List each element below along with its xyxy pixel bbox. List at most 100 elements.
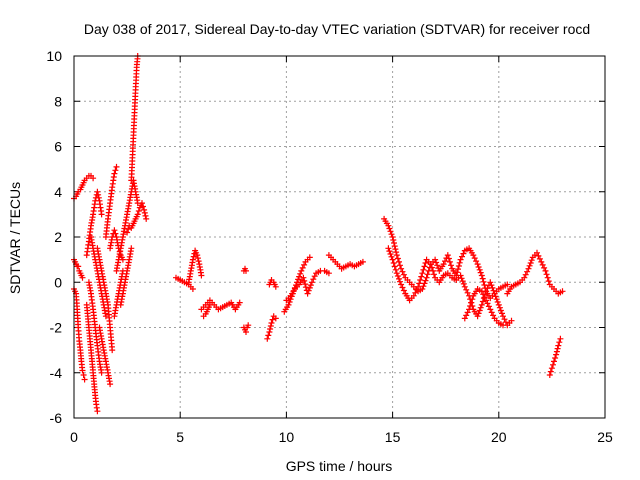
- data-point: [528, 257, 535, 264]
- data-series: [200, 301, 213, 320]
- data-point: [488, 309, 495, 316]
- data-point: [297, 270, 304, 277]
- data-point: [536, 255, 543, 262]
- data-point: [538, 258, 545, 265]
- data-point: [508, 317, 515, 324]
- data-point: [268, 320, 275, 326]
- data-point: [90, 175, 97, 182]
- data-points: [71, 53, 566, 415]
- data-point: [243, 267, 249, 274]
- data-point: [463, 312, 470, 319]
- data-point: [397, 278, 403, 285]
- data-point: [400, 287, 407, 294]
- data-point: [392, 246, 399, 253]
- data-point: [454, 269, 461, 276]
- data-series: [240, 322, 252, 335]
- data-point: [272, 283, 279, 290]
- data-point: [109, 347, 116, 354]
- data-point: [448, 262, 454, 269]
- data-series: [504, 249, 566, 297]
- data-point: [487, 279, 494, 286]
- data-point: [388, 253, 395, 260]
- data-point: [189, 256, 196, 263]
- data-point: [95, 194, 102, 201]
- data-point: [487, 306, 494, 313]
- data-point: [551, 358, 557, 365]
- data-point: [243, 329, 249, 335]
- data-point: [306, 254, 313, 261]
- data-point: [386, 225, 393, 232]
- data-series: [107, 227, 126, 263]
- data-point: [286, 299, 293, 305]
- data-point: [522, 271, 529, 278]
- data-point: [304, 290, 311, 297]
- data-point: [195, 258, 202, 265]
- data-series: [71, 286, 88, 383]
- x-tick-label: 20: [491, 429, 507, 445]
- data-point: [393, 270, 400, 277]
- data-point: [421, 280, 428, 287]
- data-point: [559, 288, 566, 295]
- data-point: [419, 286, 426, 292]
- data-point: [390, 237, 397, 243]
- y-tick-label: -2: [50, 320, 63, 336]
- data-point: [112, 230, 119, 237]
- data-point: [128, 245, 135, 252]
- data-point: [471, 255, 478, 262]
- data-point: [416, 280, 423, 287]
- data-point: [545, 278, 552, 285]
- data-point: [459, 278, 466, 285]
- data-point: [525, 265, 532, 272]
- data-series: [173, 274, 196, 292]
- data-point: [385, 222, 392, 229]
- data-point: [95, 191, 102, 198]
- data-point: [98, 211, 105, 218]
- data-point: [456, 259, 463, 266]
- data-point: [143, 215, 150, 222]
- data-point: [394, 273, 401, 279]
- data-point: [475, 310, 482, 317]
- data-series: [71, 256, 86, 281]
- data-point: [556, 339, 563, 346]
- data-point: [391, 263, 398, 270]
- data-point: [390, 260, 397, 266]
- data-point: [134, 211, 141, 218]
- y-tick-label: 2: [54, 229, 62, 245]
- data-point: [554, 345, 561, 352]
- x-tick-label: 5: [176, 429, 184, 445]
- data-point: [100, 347, 107, 354]
- data-point: [433, 259, 440, 266]
- data-point: [325, 270, 332, 277]
- data-point: [117, 245, 124, 252]
- data-point: [142, 212, 149, 219]
- data-point: [476, 307, 483, 314]
- x-axis-label: GPS time / hours: [286, 458, 393, 474]
- data-point: [391, 243, 398, 250]
- data-point: [496, 304, 503, 311]
- data-point: [474, 313, 481, 320]
- data-point: [434, 262, 441, 269]
- data-point: [389, 256, 396, 263]
- y-tick-label: 6: [54, 139, 62, 155]
- data-point: [310, 276, 317, 283]
- data-point: [493, 296, 500, 303]
- data-point: [100, 279, 107, 286]
- data-point: [396, 258, 402, 265]
- data-series: [71, 172, 97, 202]
- data-point: [267, 323, 274, 329]
- data-point: [394, 255, 401, 262]
- data-point: [553, 348, 560, 355]
- data-point: [489, 284, 496, 291]
- data-point: [139, 200, 145, 207]
- data-point: [141, 209, 148, 216]
- data-series: [266, 277, 279, 290]
- data-point: [198, 272, 205, 279]
- data-point: [526, 262, 533, 269]
- data-point: [194, 252, 201, 259]
- data-point: [546, 372, 553, 378]
- data-point: [481, 294, 488, 301]
- x-tick-label: 15: [385, 429, 401, 445]
- data-point: [190, 253, 197, 260]
- data-point: [298, 267, 305, 274]
- data-point: [81, 376, 88, 383]
